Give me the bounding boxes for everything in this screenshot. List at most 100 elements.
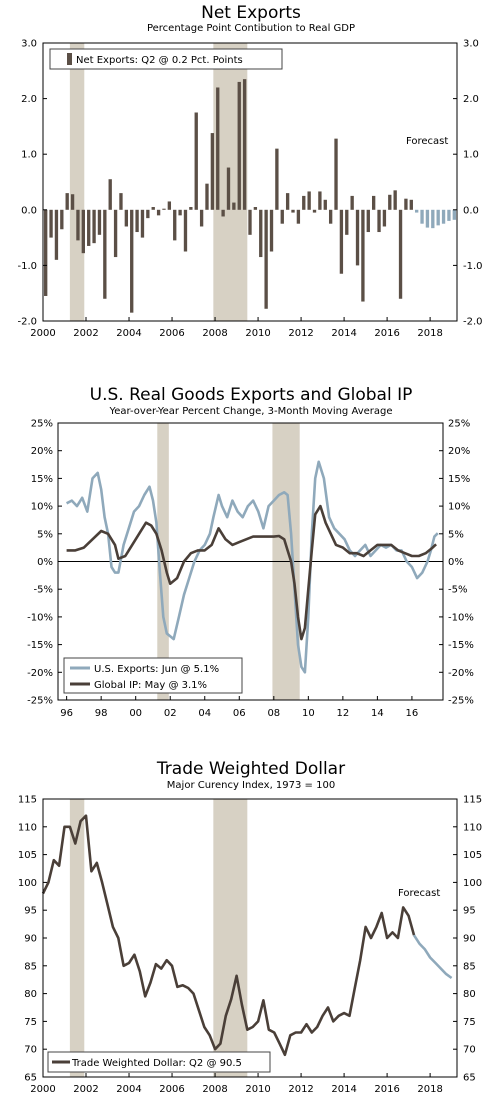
x-tick-9: 2018 [417, 328, 442, 339]
net-exports-bar-68 [409, 199, 413, 210]
goods-exports-legend: U.S. Exports: Jun @ 5.1% Global IP: May … [63, 657, 243, 694]
y-tick-left-7: 100 [18, 878, 37, 889]
net-exports-bar-5 [70, 194, 75, 210]
net-exports-chart: Net Exports Percentage Point Contibution… [17, 3, 482, 339]
net-exports-bar-48 [302, 195, 306, 210]
y-tick-left-6: 95 [24, 906, 37, 917]
net-exports-bar-33 [221, 209, 225, 217]
net-exports-bar-58 [355, 209, 360, 266]
x-tick-5: 2010 [245, 328, 270, 339]
net-exports-bar-66 [398, 209, 403, 299]
net-exports-bar-27 [189, 207, 193, 210]
net-exports-bar-14 [119, 193, 123, 210]
x-tick-10: 16 [406, 708, 419, 719]
y-tick-left-4: 2.0 [21, 94, 37, 105]
net-exports-bar-46 [291, 209, 295, 213]
net-exports-bar-40 [259, 209, 263, 258]
legend-label-us-exports: U.S. Exports: Jun @ 5.1% [94, 664, 219, 675]
legend-label-dollar: Trade Weighted Dollar: Q2 @ 90.5 [71, 1058, 242, 1069]
recession-band-1 [213, 799, 248, 1077]
y-tick-right-3: 1.0 [463, 150, 479, 161]
net-exports-bar-38 [248, 209, 252, 235]
y-tick-left-1: -1.0 [17, 261, 37, 272]
net-exports-bar-37 [242, 79, 247, 210]
net-exports-bar-28 [194, 112, 198, 210]
y-tick-right-9: 110 [463, 822, 482, 833]
y-tick-left-7: 10% [31, 502, 53, 513]
x-tick-0: 96 [60, 708, 73, 719]
y-tick-left-0: -25% [27, 696, 53, 707]
forecast-annotation: Forecast [406, 136, 448, 147]
y-tick-right-4: 2.0 [463, 94, 479, 105]
y-tick-left-2: 0.0 [21, 205, 37, 216]
x-tick-0: 2000 [30, 1084, 55, 1095]
y-tick-right-1: 70 [463, 1045, 476, 1056]
global-ip-line [66, 504, 437, 641]
net-exports-bar-45 [285, 193, 290, 210]
net-exports-bar-25 [178, 209, 182, 216]
goods-exports-title: U.S. Real Goods Exports and Global IP [90, 385, 413, 405]
x-tick-1: 98 [95, 708, 108, 719]
net-exports-bar-22 [162, 208, 166, 210]
y-tick-right-8: 15% [448, 474, 470, 485]
y-tick-right-3: 80 [463, 989, 476, 1000]
x-tick-5: 06 [233, 708, 246, 719]
x-tick-8: 12 [336, 708, 349, 719]
net-exports-bar-64 [388, 194, 392, 210]
net-exports-bar-69 [415, 209, 419, 213]
net-exports-bar-47 [296, 209, 301, 224]
net-exports-bar-4 [65, 193, 69, 210]
y-tick-right-7: 100 [463, 878, 482, 889]
y-tick-right-10: 115 [463, 795, 482, 806]
x-tick-7: 10 [302, 708, 315, 719]
goods-exports-chart: U.S. Real Goods Exports and Global IP Ye… [27, 385, 474, 719]
y-tick-left-10: 115 [18, 795, 37, 806]
y-tick-left-5: 0% [37, 557, 53, 568]
net-exports-bar-0 [44, 209, 48, 296]
y-tick-left-2: -15% [27, 640, 53, 651]
y-tick-left-2: 75 [24, 1017, 37, 1028]
net-exports-bar-15 [124, 209, 129, 227]
net-exports-bar-30 [205, 183, 209, 210]
y-tick-left-5: 90 [24, 934, 37, 945]
net-exports-plot-frame [42, 42, 458, 322]
x-tick-8: 2016 [374, 1084, 399, 1095]
x-tick-8: 2016 [374, 328, 399, 339]
net-exports-bar-49 [307, 191, 311, 210]
net-exports-bar-21 [156, 209, 161, 216]
x-tick-2: 2004 [116, 328, 141, 339]
dollar-plot-frame [42, 798, 458, 1078]
y-tick-right-1: -20% [448, 668, 474, 679]
y-tick-right-9: 20% [448, 446, 470, 457]
x-tick-0: 2000 [30, 328, 55, 339]
net-exports-bar-9 [92, 209, 96, 244]
y-tick-right-2: 75 [463, 1017, 476, 1028]
net-exports-bar-8 [87, 209, 91, 246]
net-exports-bar-7 [81, 209, 85, 254]
y-tick-right-1: -1.0 [463, 261, 483, 272]
y-tick-left-3: -10% [27, 612, 53, 623]
net-exports-bar-31 [210, 133, 215, 210]
y-tick-left-4: 85 [24, 961, 37, 972]
net-exports-bar-32 [216, 87, 220, 210]
x-tick-7: 2014 [331, 1084, 356, 1095]
dollar-line [41, 814, 416, 1057]
net-exports-bar-2 [54, 209, 59, 260]
net-exports-bar-29 [199, 209, 204, 227]
y-tick-right-5: 90 [463, 934, 476, 945]
net-exports-legend: Net Exports: Q2 @ 0.2 Pct. Points [49, 48, 283, 70]
net-exports-bar-76 [452, 209, 456, 220]
net-exports-bar-57 [350, 195, 354, 210]
net-exports-bar-1 [49, 209, 53, 238]
y-tick-left-0: 65 [24, 1073, 37, 1084]
net-exports-bar-36 [237, 81, 241, 210]
x-tick-6: 2012 [288, 328, 313, 339]
net-exports-bar-10 [97, 209, 102, 235]
net-exports-bar-61 [371, 195, 376, 210]
net-exports-bar-26 [183, 209, 188, 252]
y-tick-right-0: -2.0 [463, 317, 483, 328]
y-tick-right-2: -15% [448, 640, 474, 651]
x-tick-3: 2006 [159, 328, 184, 339]
net-exports-bar-54 [334, 138, 338, 210]
